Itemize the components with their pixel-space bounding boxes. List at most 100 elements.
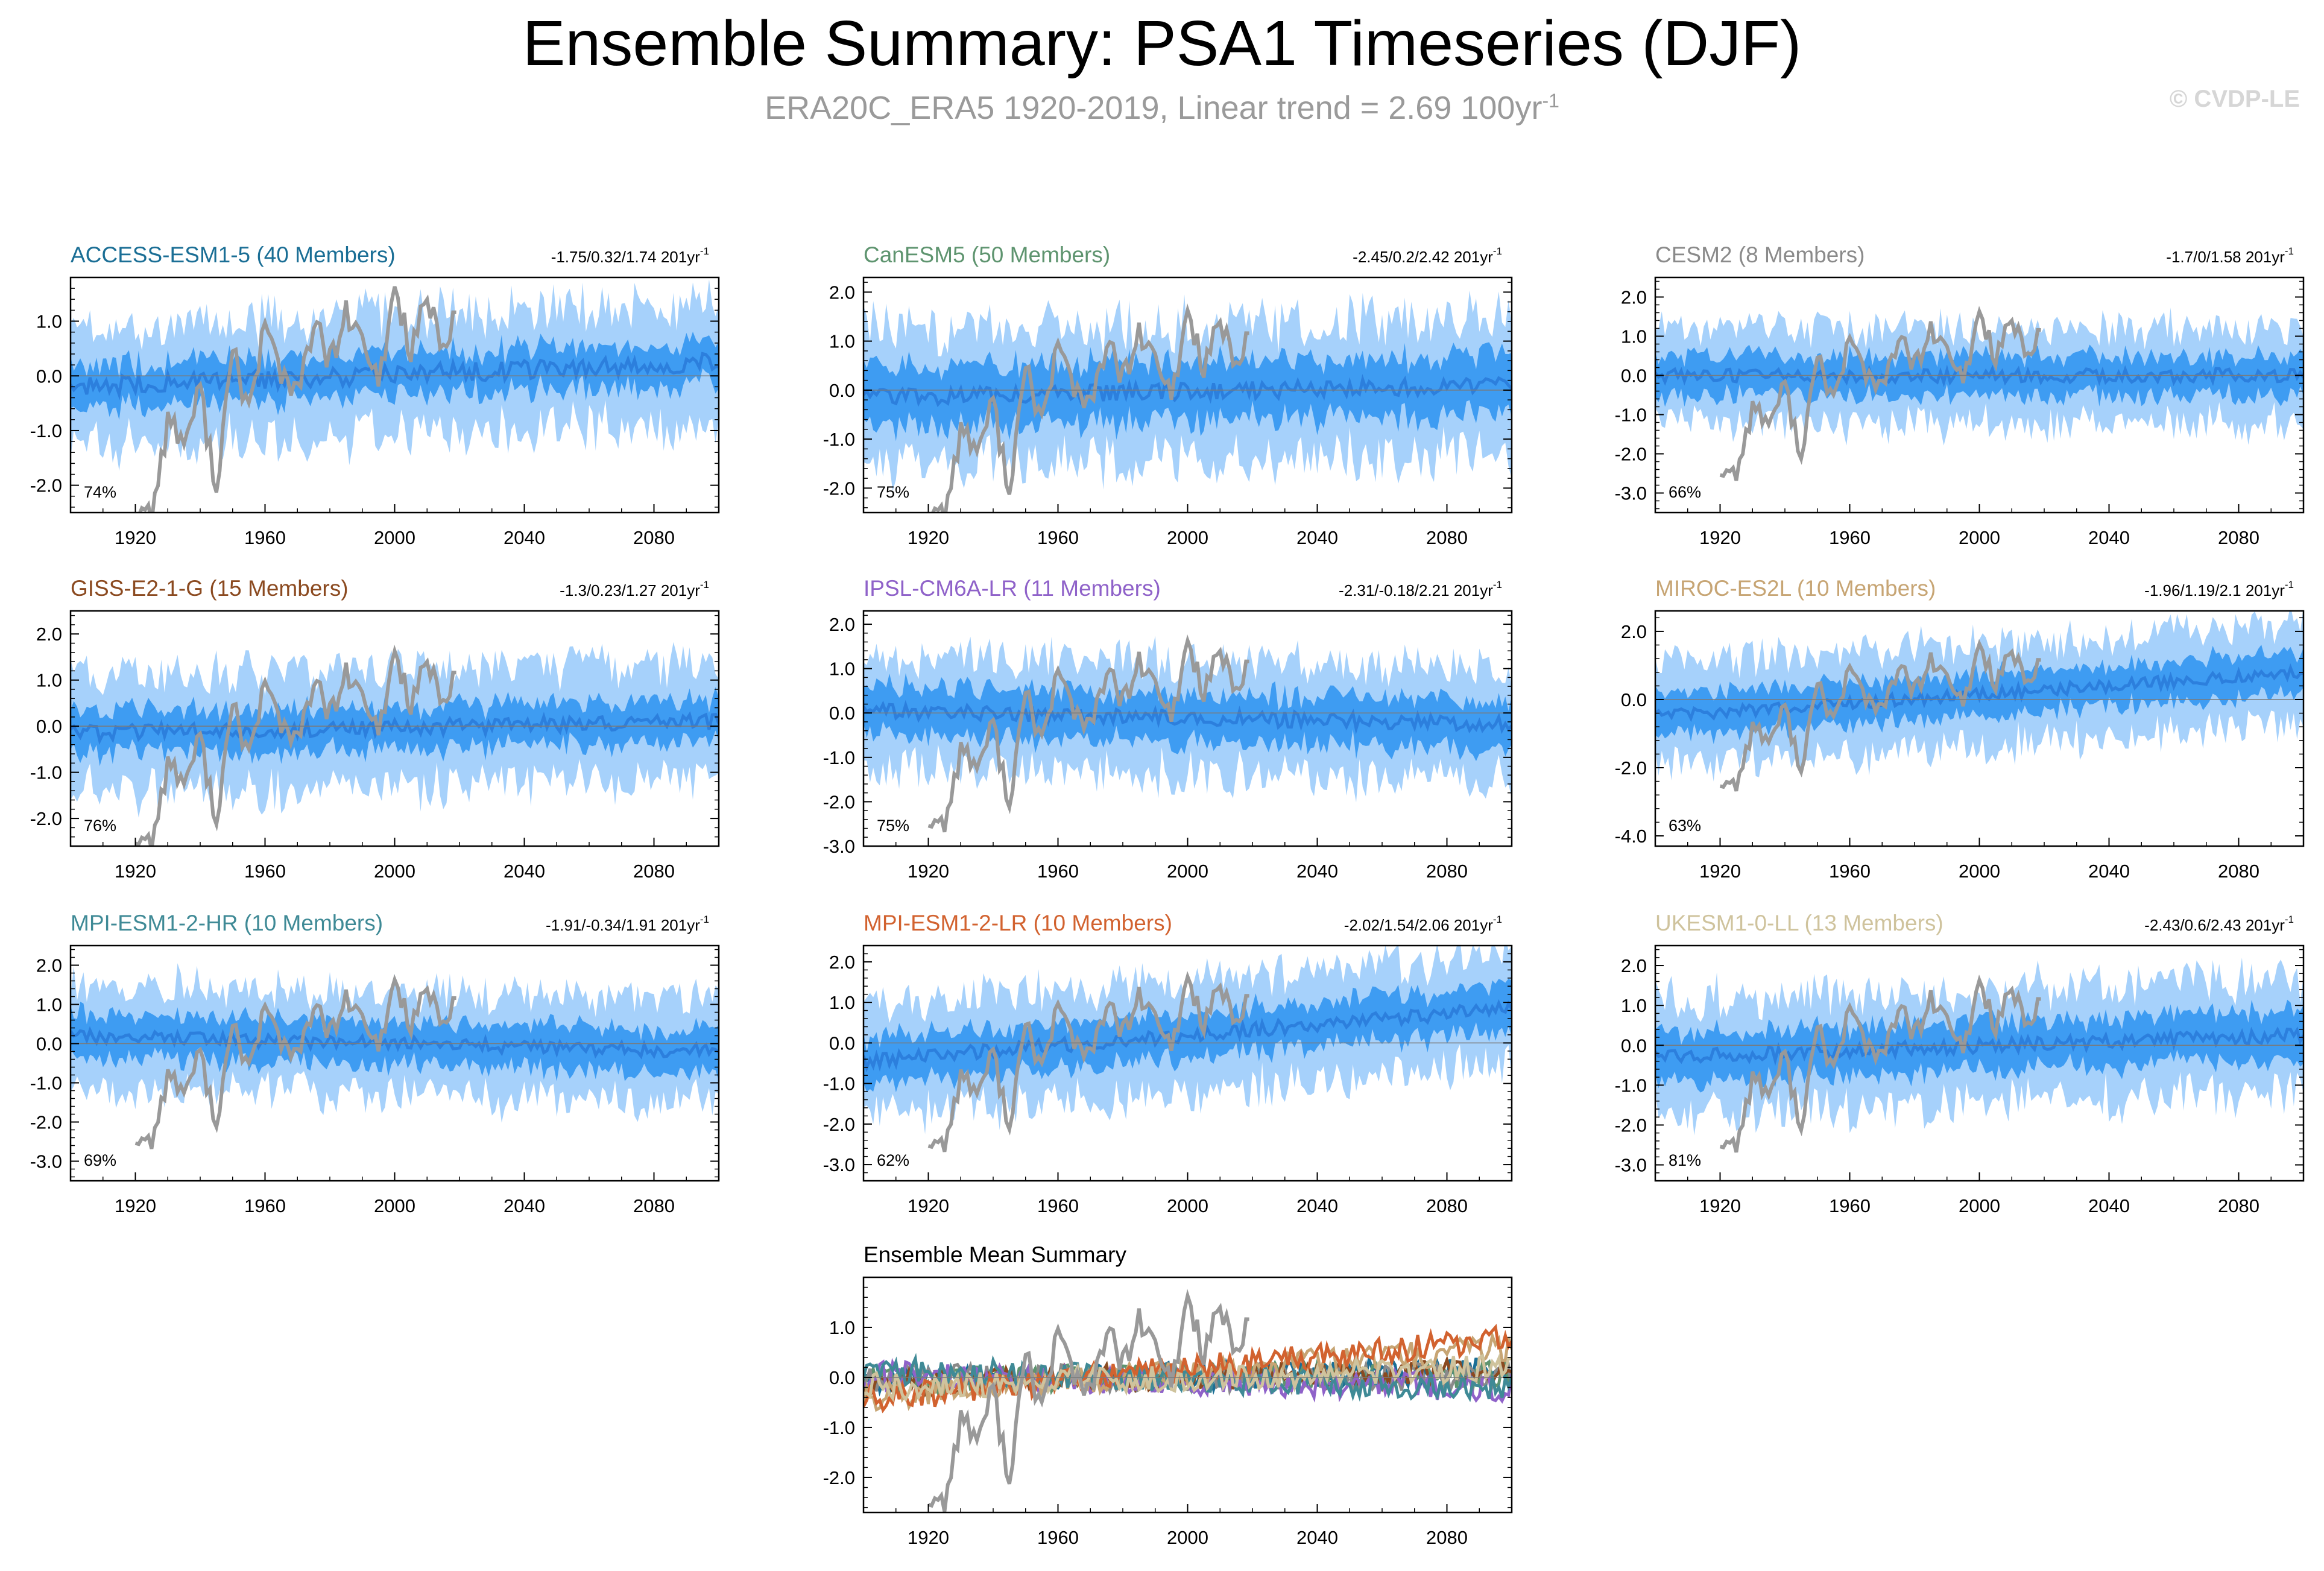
x-tick-label: 1920 <box>115 527 156 548</box>
panel-title: UKESM1-0-LL (13 Members) <box>1655 911 1944 935</box>
y-tick-label: 0.0 <box>1621 1035 1647 1056</box>
x-tick-label: 2080 <box>2218 527 2259 548</box>
y-tick-label: 1.0 <box>829 331 855 352</box>
chart-panel-9: -2.0 -1.0 0.0 1.0 1920 1960 2000 2040 2080 Ensemb… <box>823 1242 1513 1548</box>
y-tick-label: -1.0 <box>823 1073 855 1095</box>
y-tick-label: -3.0 <box>30 1151 62 1172</box>
panel-title: ACCESS-ESM1-5 (40 Members) <box>71 242 396 267</box>
y-tick-label: -2.0 <box>823 1114 855 1135</box>
percent-label: 69% <box>84 1151 116 1169</box>
x-tick-label: 2000 <box>374 1195 415 1216</box>
observations-line <box>927 971 1249 1152</box>
x-tick-label: 1920 <box>1699 1195 1741 1216</box>
observations-line <box>1719 306 2041 481</box>
observations-line <box>1719 975 2041 1153</box>
y-tick-label: -1.0 <box>30 762 62 783</box>
x-tick-label: 2000 <box>374 861 415 882</box>
trend-label-exponent: -1 <box>1493 245 1502 257</box>
trend-label: -2.31/-0.18/2.21 201yr-1 <box>1339 579 1502 599</box>
ensemble-mean-line <box>71 711 719 745</box>
observations-line <box>134 644 456 846</box>
trend-label-exponent: -1 <box>1493 579 1502 590</box>
trend-label: -1.7/0/1.58 201yr-1 <box>2166 245 2294 266</box>
ensemble-mean-line <box>1655 1026 2303 1066</box>
plot-area <box>71 963 719 1149</box>
y-tick-label: 2.0 <box>1621 287 1647 308</box>
percent-label: 63% <box>1669 817 1701 835</box>
y-tick-label: 0.0 <box>1621 365 1647 387</box>
x-tick-label: 1960 <box>1829 527 1871 548</box>
x-tick-label: 1920 <box>1699 861 1741 882</box>
trend-label: -2.02/1.54/2.06 201yr-1 <box>1344 914 1502 934</box>
chart-panel-2: -3.0 -2.0 -1.0 0.0 1.0 2.0 1920 1960 2000 2040 208… <box>1615 242 2305 548</box>
trend-label: -1.3/0.23/1.27 201yr-1 <box>560 579 709 599</box>
x-tick-label: 2040 <box>2088 1195 2130 1216</box>
x-tick-label: 2000 <box>1167 1527 1208 1548</box>
y-tick-label: 0.0 <box>829 380 855 401</box>
x-tick-label: 1960 <box>244 1195 286 1216</box>
x-tick-label: 2040 <box>2088 861 2130 882</box>
x-tick-label: 2040 <box>1296 1195 1338 1216</box>
trend-label: -1.91/-0.34/1.91 201yr-1 <box>546 914 709 934</box>
panel-title: CanESM5 (50 Members) <box>864 242 1110 267</box>
y-tick-label: -1.0 <box>823 747 855 768</box>
x-tick-label: 2080 <box>1426 527 1468 548</box>
y-tick-label: -2.0 <box>30 1112 62 1133</box>
panel-title: MPI-ESM1-2-HR (10 Members) <box>71 911 383 935</box>
x-tick-label: 1960 <box>244 527 286 548</box>
x-tick-label: 2040 <box>504 1195 545 1216</box>
inner-spread-band <box>1655 999 2303 1093</box>
trend-label: -2.45/0.2/2.42 201yr-1 <box>1353 245 1502 266</box>
x-tick-label: 2080 <box>1426 861 1468 882</box>
y-tick-label: 2.0 <box>1621 621 1647 642</box>
trend-label-exponent: -1 <box>2285 579 2294 590</box>
y-tick-label: -3.0 <box>1615 483 1647 504</box>
trend-label: -2.43/0.6/2.43 201yr-1 <box>2144 914 2294 934</box>
x-tick-label: 1960 <box>244 861 286 882</box>
y-tick-label: 1.0 <box>829 992 855 1013</box>
panel-title: CESM2 (8 Members) <box>1655 242 1865 267</box>
y-tick-label: 1.0 <box>829 1317 855 1338</box>
y-tick-label: 1.0 <box>36 670 62 691</box>
x-tick-label: 1920 <box>908 1195 949 1216</box>
x-tick-label: 2000 <box>1167 861 1208 882</box>
percent-label: 75% <box>877 483 909 501</box>
y-tick-label: 2.0 <box>36 624 62 645</box>
x-tick-label: 2080 <box>633 527 675 548</box>
y-tick-label: 0.0 <box>36 716 62 737</box>
plot-area <box>864 946 1512 1152</box>
chart-panel-3: -2.0 -1.0 0.0 1.0 2.0 1920 1960 2000 2040 2080 GIS… <box>30 576 720 882</box>
x-tick-label: 2040 <box>1296 527 1338 548</box>
plot-area <box>71 279 719 513</box>
subtitle-text: ERA20C_ERA5 1920-2019, Linear trend = 2.… <box>765 90 1542 126</box>
x-tick-label: 1960 <box>1037 1195 1079 1216</box>
x-tick-label: 2040 <box>2088 527 2130 548</box>
y-tick-label: 1.0 <box>829 659 855 680</box>
y-tick-label: -1.0 <box>30 420 62 441</box>
ensemble-mean-line <box>864 999 1512 1073</box>
x-tick-label: 2080 <box>1426 1527 1468 1548</box>
ensemble-mean-line <box>864 700 1512 735</box>
observations-line <box>927 1289 1249 1513</box>
x-tick-label: 2040 <box>504 527 545 548</box>
percent-label: 66% <box>1669 483 1701 501</box>
y-tick-label: -2.0 <box>1615 757 1647 779</box>
plot-area <box>71 642 719 846</box>
x-tick-label: 1960 <box>1037 527 1079 548</box>
percent-label: 62% <box>877 1151 909 1169</box>
y-tick-label: -2.0 <box>823 1467 855 1488</box>
main-title: Ensemble Summary: PSA1 Timeseries (DJF) <box>522 8 1802 79</box>
x-tick-label: 2000 <box>1167 527 1208 548</box>
y-tick-label: -3.0 <box>1615 1155 1647 1176</box>
copyright-label: © CVDP-LE <box>2169 86 2300 112</box>
x-tick-label: 1920 <box>908 527 949 548</box>
x-tick-label: 1920 <box>115 1195 156 1216</box>
series-line-7 <box>864 1324 1512 1414</box>
plot-area <box>1655 611 2303 792</box>
y-tick-label: -1.0 <box>823 429 855 450</box>
observations-line <box>1719 639 2041 792</box>
y-tick-label: -4.0 <box>1615 826 1647 847</box>
chart-panel-6: -3.0 -2.0 -1.0 0.0 1.0 2.0 1920 1960 2000 2040 208… <box>30 911 720 1216</box>
x-tick-label: 2040 <box>1296 861 1338 882</box>
